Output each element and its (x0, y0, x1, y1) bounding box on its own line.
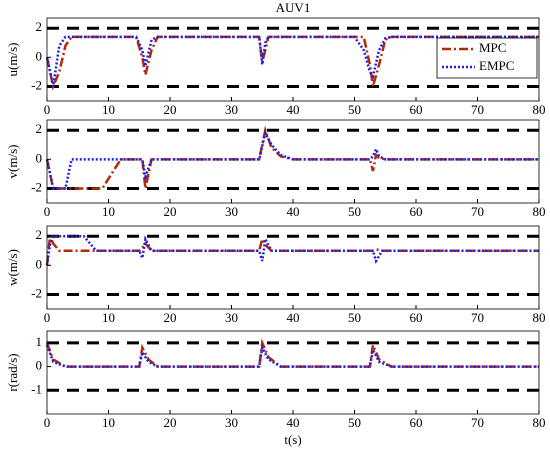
plot-area (47, 331, 539, 414)
x-tick-label: 50 (348, 102, 361, 117)
data-line (45, 338, 539, 368)
x-axis-label: t(s) (284, 432, 301, 447)
x-tick-label: 20 (164, 415, 177, 430)
y-axis-label: v(m/s) (5, 145, 20, 179)
data-line (45, 234, 539, 266)
y-tick-label: 0 (36, 150, 43, 165)
x-tick-label: 60 (410, 102, 423, 117)
x-tick-label: 30 (225, 102, 238, 117)
x-tick-label: 60 (410, 415, 423, 430)
data-line (45, 125, 539, 190)
y-axis-label: w(m/s) (5, 249, 20, 286)
x-tick-label: 0 (44, 204, 51, 219)
y-tick-label: -2 (31, 285, 42, 300)
legend-box (436, 37, 538, 79)
y-tick-label: 2 (36, 227, 43, 242)
y-tick-label: 2 (36, 121, 43, 136)
x-tick-label: 50 (348, 415, 361, 430)
y-tick-label: -2 (31, 77, 42, 92)
x-tick-label: 20 (164, 102, 177, 117)
x-tick-label: 80 (533, 310, 546, 325)
plot-area (47, 120, 539, 203)
x-tick-label: 10 (102, 102, 115, 117)
x-tick-label: 30 (225, 310, 238, 325)
x-tick-label: 40 (287, 310, 300, 325)
x-tick-label: 80 (533, 415, 546, 430)
x-tick-label: 0 (44, 310, 51, 325)
x-tick-label: 30 (225, 415, 238, 430)
x-tick-label: 40 (287, 204, 300, 219)
y-tick-label: 0 (36, 256, 43, 271)
x-tick-label: 70 (471, 415, 484, 430)
x-tick-label: 10 (102, 204, 115, 219)
x-tick-label: 60 (410, 204, 423, 219)
x-tick-label: 60 (410, 310, 423, 325)
y-tick-label: 1 (36, 334, 43, 349)
x-tick-label: 20 (164, 310, 177, 325)
y-tick-label: 2 (36, 19, 43, 34)
x-tick-label: 10 (102, 310, 115, 325)
y-tick-label: -1 (31, 381, 42, 396)
legend-label: MPC (479, 40, 506, 55)
x-tick-label: 0 (44, 102, 51, 117)
x-tick-label: 50 (348, 204, 361, 219)
data-line (45, 343, 539, 368)
x-tick-label: 30 (225, 204, 238, 219)
x-tick-label: 70 (471, 204, 484, 219)
plot-area (47, 226, 539, 309)
data-line (45, 129, 539, 190)
x-tick-label: 0 (44, 415, 51, 430)
x-tick-label: 40 (287, 415, 300, 430)
x-tick-label: 40 (287, 102, 300, 117)
data-line (45, 235, 539, 266)
chart-title: AUV1 (276, 0, 311, 15)
x-tick-label: 80 (533, 204, 546, 219)
y-axis-label: u(m/s) (5, 43, 20, 77)
x-tick-label: 10 (102, 415, 115, 430)
data-line (45, 35, 539, 87)
x-tick-label: 50 (348, 310, 361, 325)
x-tick-label: 70 (471, 102, 484, 117)
x-tick-label: 70 (471, 310, 484, 325)
x-tick-label: 80 (533, 102, 546, 117)
y-axis-label: r(rad/s) (5, 353, 20, 391)
y-tick-label: 0 (36, 48, 43, 63)
y-tick-label: -2 (31, 179, 42, 194)
legend-label: EMPC (479, 58, 514, 73)
x-tick-label: 20 (164, 204, 177, 219)
y-tick-label: 0 (36, 358, 43, 373)
